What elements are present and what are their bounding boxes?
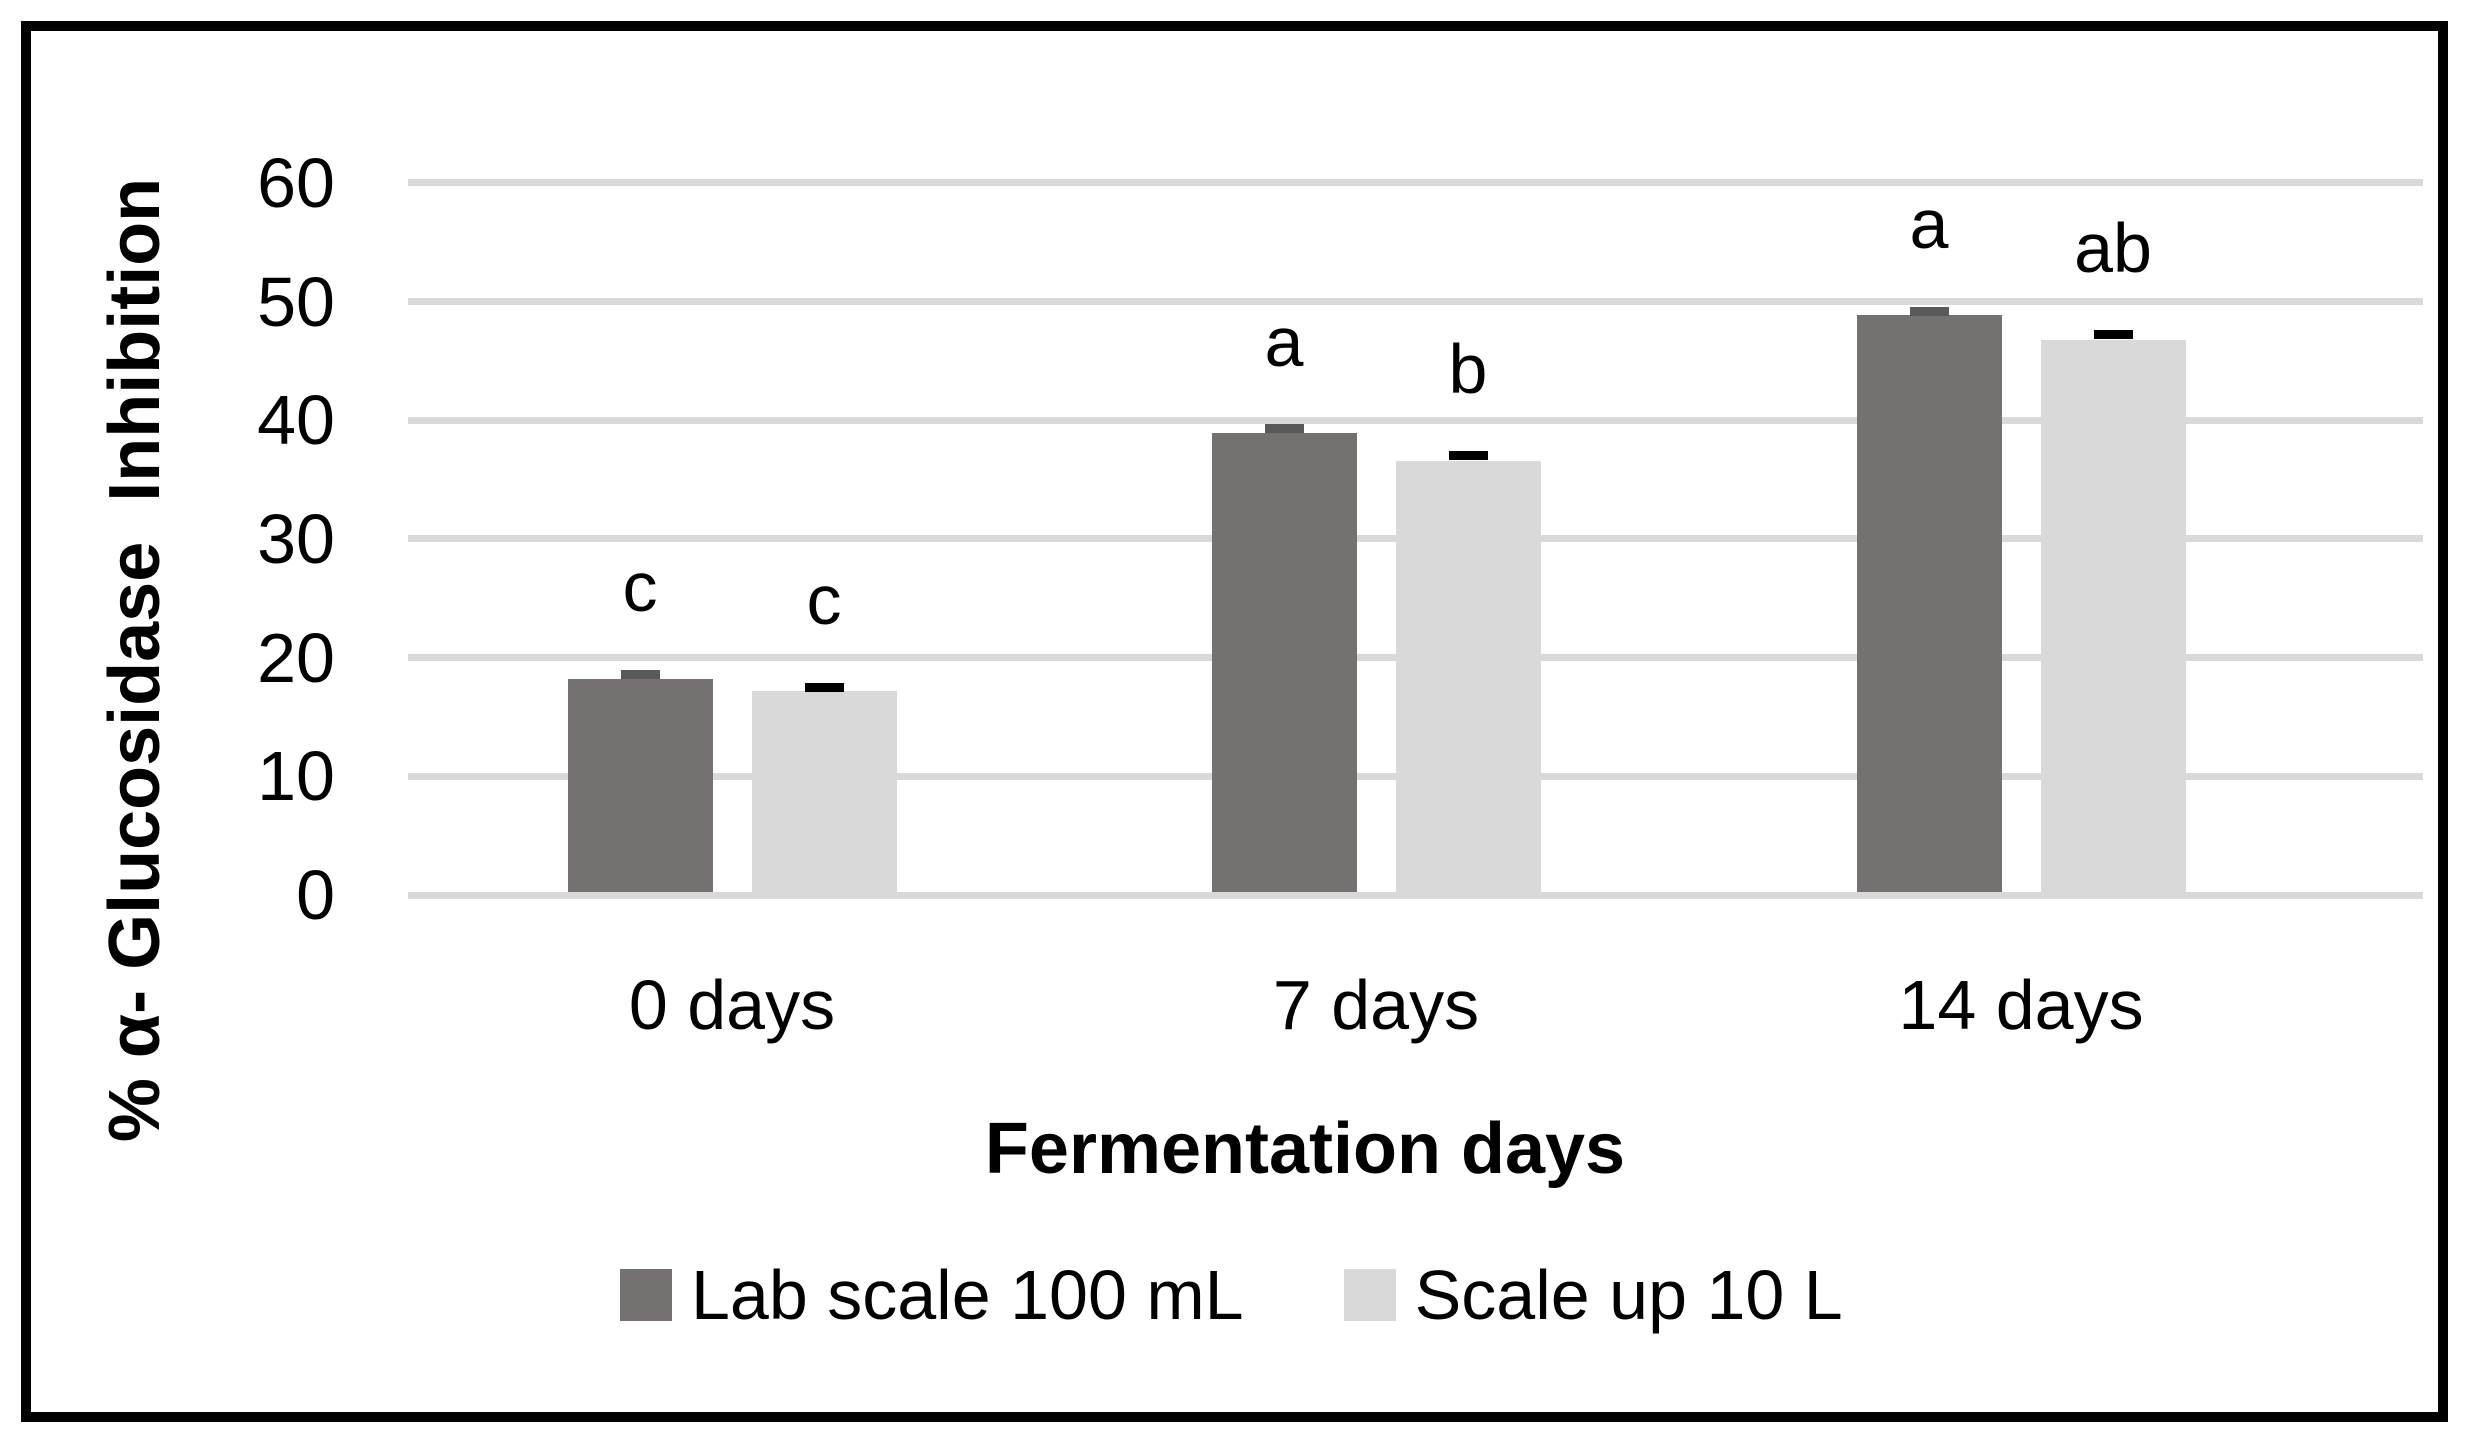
x-axis-line [408,891,2423,899]
legend-label: Lab scale 100 mL [691,1256,1244,1334]
x-tick-label: 14 days [1898,966,2144,1044]
bar-scale-up-14-days [2040,339,2186,895]
error-bar-cap [2093,330,2133,340]
significance-letter: b [1448,329,1488,408]
y-tick-label: 10 [257,737,335,816]
legend-swatch [620,1269,672,1321]
y-tick-label: 0 [296,856,335,934]
y-tick-label: 20 [257,618,335,697]
x-tick-label: 7 days [1272,966,1480,1044]
significance-letter: c [806,561,842,640]
x-tick-label: 0 days [628,966,836,1044]
legend-item-scale-up: Scale up 10 L [1343,1256,1843,1334]
bar-scale-up-0-days [751,690,897,895]
gridline [408,179,2423,187]
error-bar-cap [804,682,844,692]
y-tick-label: 50 [257,262,335,341]
legend-label: Scale up 10 L [1414,1256,1843,1334]
gridline [408,416,2423,424]
figure-border [21,21,2448,1422]
legend-swatch [1343,1269,1396,1321]
error-bar-cap [1448,451,1488,461]
error-bar-cap [1264,424,1304,434]
legend-item-lab-scale: Lab scale 100 mL [620,1260,1244,1330]
error-bar-cap [620,669,660,679]
y-tick-label: 60 [257,143,335,222]
y-tick-label: 30 [257,499,335,578]
gridline [408,298,2423,306]
bar-lab-scale-7-days [1211,433,1357,895]
legend: Lab scale 100 mL Scale up 10 L [620,1259,1843,1331]
bar-lab-scale-14-days [1856,314,2002,895]
significance-letter: a [1264,302,1304,381]
bar-lab-scale-0-days [567,679,713,895]
significance-letter: c [622,548,658,627]
error-bar-cap [1909,306,1949,316]
x-axis-title: Fermentation days [984,1109,1626,1189]
significance-letter: ab [2074,208,2152,287]
y-tick-label: 40 [257,381,335,460]
significance-letter: a [1909,185,1949,264]
bar-scale-up-7-days [1395,460,1541,895]
